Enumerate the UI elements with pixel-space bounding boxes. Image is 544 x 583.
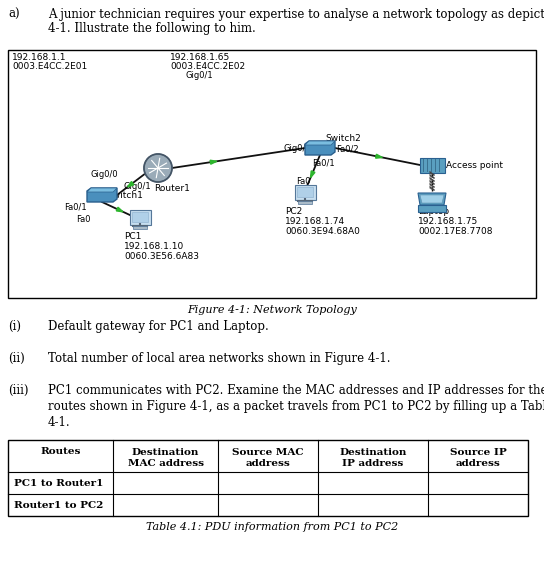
Text: Gig0/1: Gig0/1	[284, 144, 312, 153]
Text: 192.168.1.1: 192.168.1.1	[12, 53, 66, 62]
Text: Routes: Routes	[40, 448, 81, 456]
Text: routes shown in Figure 4-1, as a packet travels from PC1 to PC2 by filling up a : routes shown in Figure 4-1, as a packet …	[48, 400, 544, 413]
FancyBboxPatch shape	[298, 201, 312, 204]
FancyBboxPatch shape	[418, 205, 446, 212]
Text: 192.168.1.75: 192.168.1.75	[418, 217, 478, 226]
Text: Fa0: Fa0	[76, 215, 90, 224]
FancyBboxPatch shape	[132, 212, 148, 222]
Text: Gig0/0: Gig0/0	[90, 170, 118, 179]
Text: 0060.3E94.68A0: 0060.3E94.68A0	[285, 227, 360, 236]
Text: Total number of local area networks shown in Figure 4-1.: Total number of local area networks show…	[48, 352, 391, 365]
Text: Router1: Router1	[154, 184, 190, 193]
Polygon shape	[87, 188, 117, 202]
Text: Default gateway for PC1 and Laptop.: Default gateway for PC1 and Laptop.	[48, 320, 269, 333]
Text: Access point: Access point	[446, 161, 503, 170]
Text: 4-1.: 4-1.	[48, 416, 71, 429]
Text: Fa0: Fa0	[296, 177, 310, 186]
Text: 192.168.1.65: 192.168.1.65	[170, 53, 230, 62]
Text: 192.168.1.10: 192.168.1.10	[124, 242, 184, 251]
Text: PC1: PC1	[124, 232, 141, 241]
Polygon shape	[116, 207, 123, 212]
Text: PC1 to Router1: PC1 to Router1	[14, 479, 103, 487]
FancyBboxPatch shape	[8, 440, 528, 516]
Text: (ii): (ii)	[8, 352, 24, 365]
Polygon shape	[305, 141, 335, 145]
Text: Source MAC: Source MAC	[232, 448, 304, 457]
FancyBboxPatch shape	[8, 50, 536, 298]
Text: Router1 to PC2: Router1 to PC2	[14, 500, 103, 510]
Text: Fa0/1: Fa0/1	[312, 158, 335, 167]
Text: Source IP: Source IP	[450, 448, 506, 457]
Polygon shape	[376, 154, 382, 158]
Text: Gig0/1: Gig0/1	[124, 182, 152, 191]
FancyBboxPatch shape	[133, 226, 147, 229]
Text: address: address	[246, 459, 290, 468]
Polygon shape	[210, 160, 217, 164]
Text: 0003.E4CC.2E02: 0003.E4CC.2E02	[170, 62, 245, 71]
Polygon shape	[418, 193, 446, 205]
Text: PC1 communicates with PC2. Examine the MAC addresses and IP addresses for the: PC1 communicates with PC2. Examine the M…	[48, 384, 544, 397]
Text: Fa0/2: Fa0/2	[336, 144, 358, 153]
Polygon shape	[420, 195, 444, 203]
Polygon shape	[305, 141, 335, 155]
Text: 192.168.1.74: 192.168.1.74	[285, 217, 345, 226]
FancyBboxPatch shape	[297, 187, 313, 197]
FancyBboxPatch shape	[294, 184, 316, 199]
Text: Figure 4-1: Network Topology: Figure 4-1: Network Topology	[187, 305, 357, 315]
Text: Fa0/1: Fa0/1	[64, 203, 86, 212]
Text: Switch1: Switch1	[107, 191, 143, 200]
Text: 0060.3E56.6A83: 0060.3E56.6A83	[124, 252, 199, 261]
Polygon shape	[87, 188, 117, 192]
Text: IP address: IP address	[342, 459, 404, 468]
Text: Laptop: Laptop	[418, 207, 449, 216]
Text: Destination: Destination	[132, 448, 199, 457]
Text: MAC address: MAC address	[127, 459, 203, 468]
Text: 4-1. Illustrate the following to him.: 4-1. Illustrate the following to him.	[48, 22, 256, 35]
Circle shape	[144, 154, 172, 182]
Text: a): a)	[8, 8, 20, 21]
Polygon shape	[311, 171, 315, 178]
Text: A junior technician requires your expertise to analyse a network topology as dep: A junior technician requires your expert…	[48, 8, 544, 21]
Text: address: address	[456, 459, 500, 468]
FancyBboxPatch shape	[129, 209, 151, 224]
Text: (iii): (iii)	[8, 384, 28, 397]
Text: 0003.E4CC.2E01: 0003.E4CC.2E01	[12, 62, 87, 71]
Text: PC2: PC2	[285, 207, 302, 216]
Polygon shape	[127, 181, 134, 187]
Text: Destination: Destination	[339, 448, 407, 457]
Text: Table 4.1: PDU information from PC1 to PC2: Table 4.1: PDU information from PC1 to P…	[146, 522, 398, 532]
FancyBboxPatch shape	[419, 157, 444, 173]
Text: 0002.17E8.7708: 0002.17E8.7708	[418, 227, 492, 236]
Text: (i): (i)	[8, 320, 21, 333]
Text: Gig0/1: Gig0/1	[186, 71, 214, 80]
Text: Switch2: Switch2	[325, 134, 361, 143]
